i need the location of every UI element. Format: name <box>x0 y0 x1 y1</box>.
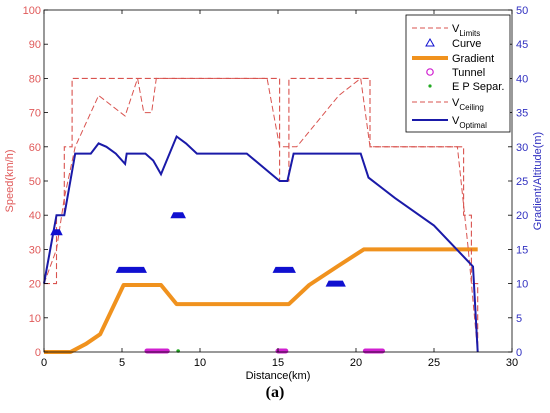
legend-label: Curve <box>452 38 481 50</box>
left-y-tick-label: 40 <box>29 210 41 222</box>
left-y-tick-label: 60 <box>29 142 41 154</box>
left-y-tick-label: 70 <box>29 108 41 120</box>
curve-marker <box>170 212 186 219</box>
right-y-axis-label: Gradient/Altitude(m) <box>532 132 544 230</box>
right-y-tick-label: 35 <box>516 108 528 120</box>
legend-label-sub: Ceiling <box>459 103 483 112</box>
x-tick-label: 10 <box>194 357 206 369</box>
x-tick-label: 20 <box>350 357 362 369</box>
left-y-tick-label: 90 <box>29 39 41 51</box>
legend-label: Tunnel <box>452 67 485 79</box>
legend-label-main: V <box>452 115 460 127</box>
left-y-tick-label: 30 <box>29 244 41 256</box>
legend-label: VLimits <box>452 23 480 38</box>
curve-marker <box>50 229 63 236</box>
left-y-tick-label: 50 <box>29 176 41 188</box>
series-v-limits <box>44 77 479 352</box>
right-y-tick-label: 40 <box>516 73 528 85</box>
right-y-tick-label: 45 <box>516 39 528 51</box>
left-y-tick-label: 80 <box>29 73 41 85</box>
right-y-tick-label: 0 <box>516 347 522 359</box>
series-gradient <box>44 247 478 354</box>
right-y-tick-label: 15 <box>516 244 528 256</box>
right-y-tick-label: 50 <box>516 5 528 17</box>
legend-label-sub: Limits <box>459 29 480 38</box>
series-v-ceiling <box>43 77 479 353</box>
left-y-tick-label: 20 <box>29 279 41 291</box>
legend-label: E P Separ. <box>452 81 504 93</box>
left-y-tick-label: 10 <box>29 313 41 325</box>
series-v-optimal <box>43 134 479 353</box>
legend-swatch-ep <box>428 84 432 88</box>
right-y-tick-label: 30 <box>516 142 528 154</box>
marker-layer <box>50 212 386 354</box>
axes-layer: 0 5 10 15 20 25 300102030405060708090100051015… <box>23 5 529 369</box>
left-y-axis-label: Speed(km/h) <box>4 150 16 213</box>
legend-label-sub: Optimal <box>459 121 487 130</box>
right-y-tick-label: 20 <box>516 210 528 222</box>
legend-swatch-tunnel <box>426 68 434 76</box>
right-y-tick-label: 25 <box>516 176 528 188</box>
left-y-tick-label: 100 <box>23 5 41 17</box>
curve-marker <box>115 266 147 273</box>
x-tick-label: 0 <box>41 357 47 369</box>
right-y-tick-label: 10 <box>516 279 528 291</box>
legend-label: VOptimal <box>452 115 487 130</box>
x-tick-label: 30 <box>506 357 518 369</box>
left-y-tick-label: 0 <box>35 347 41 359</box>
series-layer <box>43 77 479 354</box>
x-axis-label: Distance(km) <box>246 370 311 382</box>
figure-caption: (a) <box>265 384 285 401</box>
x-tick-label: 25 <box>428 357 440 369</box>
curve-marker <box>272 266 296 273</box>
curve-marker <box>325 280 346 287</box>
legend-swatch-curve <box>425 37 435 47</box>
x-tick-label: 15 <box>272 357 284 369</box>
legend-box <box>405 14 511 133</box>
legend-label-main: V <box>452 23 460 35</box>
legend-label: Gradient <box>452 53 494 65</box>
legend-label: VCeiling <box>452 97 484 112</box>
legend-label-main: V <box>452 97 460 109</box>
x-tick-label: 5 <box>119 357 125 369</box>
right-y-tick-label: 5 <box>516 313 522 325</box>
